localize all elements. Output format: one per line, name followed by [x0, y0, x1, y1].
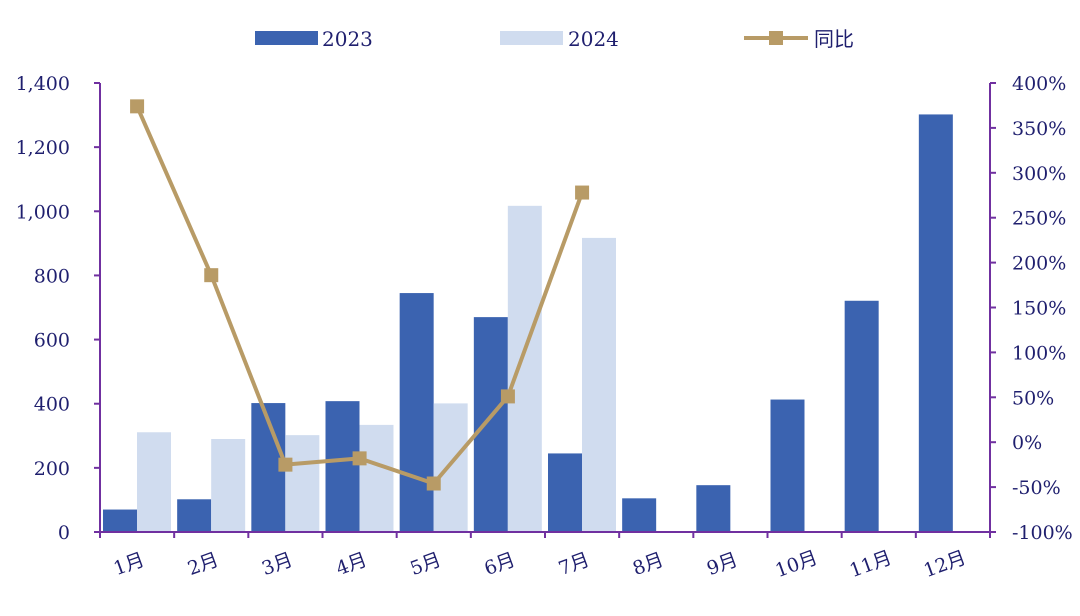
bar-2024-7: [582, 237, 616, 532]
bar-2023-2: [177, 499, 212, 532]
x-tick-label: 3月: [259, 549, 296, 580]
bar-2024-4: [359, 424, 394, 532]
bar-2023-5: [399, 293, 434, 532]
bar-2024-1: [137, 432, 171, 532]
right-tick-label: 150%: [1012, 298, 1066, 320]
bar-2023-1: [103, 509, 137, 532]
legend-label-yoy: 同比: [814, 27, 854, 51]
bar-2024-3: [285, 435, 320, 532]
right-tick-label: 100%: [1012, 342, 1066, 364]
bar-2023-7: [548, 453, 582, 532]
x-tick-label: 10月: [772, 547, 820, 582]
legend-label-2024: 2024: [568, 27, 619, 51]
left-tick-label: 0: [58, 522, 70, 544]
legend-swatch-2024: [500, 31, 563, 45]
x-tick-label: 9月: [704, 549, 741, 580]
left-tick-label: 200: [34, 458, 70, 480]
yoy-point-5: [426, 476, 441, 491]
bar-2024-6: [507, 205, 542, 533]
left-tick-label: 400: [34, 394, 70, 416]
yoy-line: [130, 99, 590, 491]
right-tick-label: 300%: [1012, 163, 1066, 185]
x-tick-label: 7月: [556, 549, 593, 580]
left-tick-label: 1,000: [16, 201, 70, 223]
right-tick-label: -50%: [1012, 477, 1061, 499]
legend-swatch-yoy-marker: [769, 31, 783, 45]
right-tick-label: 400%: [1012, 73, 1066, 95]
left-tick-label: 600: [34, 330, 70, 352]
right-tick-label: 250%: [1012, 208, 1066, 230]
x-tick-label: 2月: [185, 549, 222, 580]
legend-label-2023: 2023: [322, 27, 373, 51]
legend-swatch-2023: [255, 31, 318, 45]
bar-2024-2: [211, 438, 246, 532]
x-tick-label: 4月: [333, 549, 370, 580]
yoy-point-3: [278, 457, 293, 472]
x-tick-label: 12月: [921, 547, 969, 582]
axes: 0 200 400 600 800 1,000 1,200 1,400 -100% -50% 0% 5…: [16, 73, 1073, 582]
x-tick-label: 8月: [630, 549, 667, 580]
right-tick-label: 0%: [1012, 432, 1042, 454]
left-tick-label: 800: [34, 265, 70, 287]
yoy-point-7: [575, 185, 590, 200]
x-tick-label: 5月: [407, 549, 444, 580]
right-tick-label: 200%: [1012, 253, 1066, 275]
yoy-point-1: [130, 99, 145, 114]
bar-2023-12: [918, 114, 953, 533]
bar-2023-4: [325, 401, 360, 532]
left-tick-label: 1,200: [16, 137, 70, 159]
bar-2023-8: [622, 498, 657, 532]
yoy-point-2: [204, 268, 219, 283]
bar-2023-11: [844, 300, 879, 532]
bar-2023-9: [696, 485, 731, 532]
x-tick-label: 11月: [847, 547, 895, 582]
yoy-point-6: [500, 389, 515, 404]
bars: [103, 114, 953, 533]
right-tick-label: -100%: [1012, 522, 1073, 544]
yoy-point-4: [352, 451, 367, 466]
right-tick-label: 50%: [1012, 387, 1054, 409]
bar-2024-5: [433, 403, 468, 532]
right-tick-label: 350%: [1012, 118, 1066, 140]
x-tick-label: 1月: [111, 549, 148, 580]
legend: 2023 2024 同比: [255, 27, 854, 51]
left-tick-label: 1,400: [16, 73, 70, 95]
bar-2023-6: [473, 317, 508, 532]
x-tick-label: 6月: [481, 549, 518, 580]
bar-2023-10: [770, 399, 805, 532]
